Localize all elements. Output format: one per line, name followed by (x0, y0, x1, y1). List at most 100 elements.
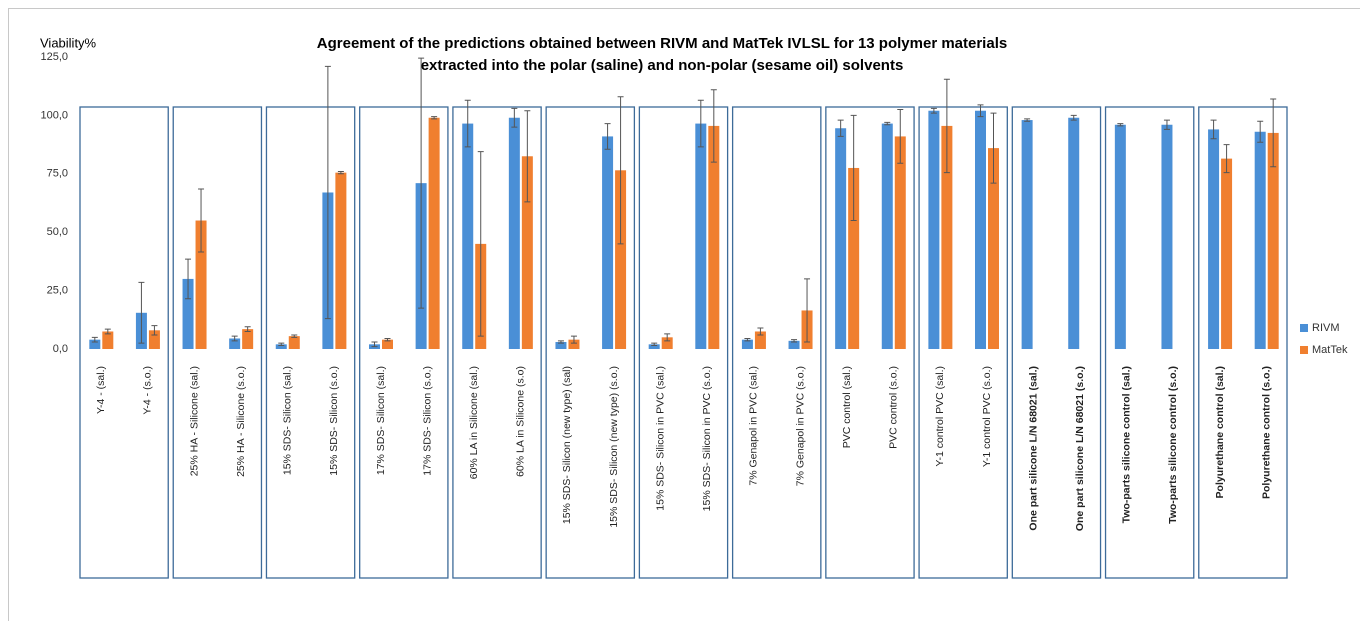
error-bar (1117, 123, 1124, 127)
group-box (359, 106, 449, 579)
error-bar (791, 339, 798, 343)
y-tick-label: 125,0 (40, 51, 68, 63)
group-box (79, 106, 169, 579)
error-bar (837, 119, 844, 137)
x-tick-label: 15% SDS- Silicon (new type) (sal) (561, 366, 573, 524)
bar (242, 329, 254, 349)
bar (975, 110, 986, 349)
bar (648, 344, 660, 349)
y-axis-label: Viability% (40, 35, 97, 50)
chart-subtitle: extracted into the polar (saline) and no… (421, 57, 904, 74)
bar (182, 278, 194, 349)
x-tick-label: Y-4 - (s.o.) (142, 366, 154, 415)
error-bar (617, 96, 624, 245)
bar (894, 136, 906, 349)
group-box (545, 106, 636, 579)
error-bar (664, 333, 671, 342)
group-box (638, 106, 729, 579)
bar (428, 117, 440, 350)
error-bar (651, 342, 658, 346)
bar (941, 125, 953, 349)
bar (695, 123, 707, 350)
group-box (452, 106, 542, 579)
error-bar (151, 325, 158, 336)
error-bar (138, 281, 145, 344)
y-tick-label: 100,0 (40, 109, 68, 121)
x-tick-label: 15% SDS- Silicon (new type) (s.o.) (608, 366, 620, 528)
error-bar (710, 89, 717, 163)
x-tick-label: One part silicone L/N 68021 (sal.) (1027, 366, 1039, 531)
error-bar (104, 328, 111, 335)
bar (881, 123, 893, 350)
bar (928, 110, 940, 349)
y-tick-label: 0,0 (53, 343, 68, 355)
error-bar (1223, 144, 1230, 174)
bar (1068, 117, 1080, 350)
x-tick-label: 60% LA in Silicone (s.o) (515, 366, 527, 477)
bar (741, 339, 753, 349)
bar (508, 117, 520, 350)
error-bar (1270, 98, 1277, 168)
error-bar (324, 65, 331, 320)
error-bar (91, 336, 98, 343)
x-tick-label: 15% SDS- Silicon (s.o.) (328, 366, 340, 476)
error-bar (850, 114, 857, 222)
bar (754, 331, 766, 349)
x-tick-label: Polyurethane control (s.o.) (1260, 366, 1272, 499)
error-bar (185, 258, 192, 300)
bar (521, 156, 533, 349)
group-box (1011, 106, 1102, 579)
bar (602, 136, 614, 349)
x-tick-label: 15% SDS- Silicon (sal.) (282, 366, 294, 475)
error-bar (744, 337, 751, 342)
error-bar (464, 99, 471, 148)
error-bar (477, 151, 484, 337)
error-bar (1210, 119, 1217, 140)
bar (788, 340, 800, 349)
legend-swatch (1300, 346, 1308, 354)
error-bar (524, 110, 531, 203)
error-bar (1070, 114, 1077, 121)
bar (1114, 124, 1126, 349)
bar (229, 338, 241, 349)
bar (462, 123, 474, 350)
bar (382, 339, 393, 349)
error-bar (604, 123, 611, 150)
x-tick-label: One part silicone L/N 68021 (s.o.) (1074, 366, 1086, 531)
group-box (1104, 106, 1195, 579)
x-tick-label: Y-4 - (sal.) (95, 366, 107, 414)
bar (102, 331, 114, 349)
x-tick-label: 25% HA - Silicone (s.o.) (235, 366, 247, 477)
bar (1208, 129, 1220, 349)
group-box (265, 106, 356, 579)
error-bar (337, 170, 344, 175)
legend-label: RIVM (1312, 322, 1340, 334)
error-bar (943, 78, 950, 174)
error-bar (990, 112, 997, 184)
bar (1267, 132, 1279, 349)
frame (8, 8, 1360, 621)
bar (835, 128, 847, 349)
error-bar (244, 326, 251, 332)
x-tick-label: PVC control (sal.) (841, 366, 853, 448)
chart-title: Agreement of the predictions obtained be… (317, 35, 1007, 52)
bar (848, 167, 860, 349)
error-bar (1163, 119, 1170, 130)
error-bar (1024, 118, 1031, 122)
error-bar (384, 337, 391, 342)
x-tick-label: Y-1 control PVC (sal.) (934, 366, 946, 467)
x-tick-label: 17% SDS- Silicon (sal.) (375, 366, 387, 475)
bar (288, 336, 300, 349)
error-bar (930, 107, 937, 114)
x-tick-label: 15% SDS- Silicon in PVC (sal.) (654, 366, 666, 511)
bar (1161, 124, 1173, 349)
error-bar (757, 327, 764, 336)
error-bar (371, 341, 378, 348)
group-box (918, 106, 1008, 579)
y-tick-label: 25,0 (47, 285, 68, 297)
bar (988, 148, 999, 349)
y-tick-label: 75,0 (47, 168, 68, 180)
error-bar (431, 116, 438, 120)
error-bar (278, 342, 285, 346)
